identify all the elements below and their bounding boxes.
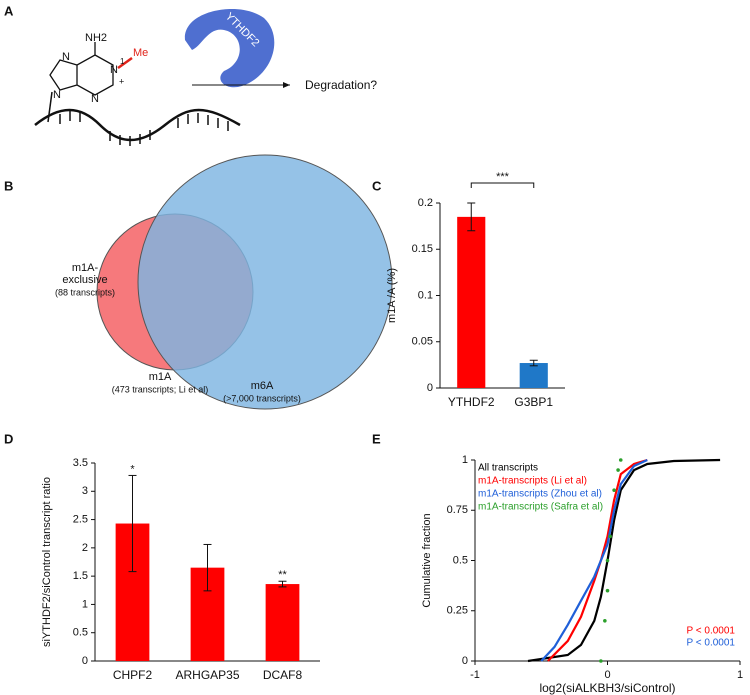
point <box>605 588 610 593</box>
x-tick-label: YTHDF2 <box>448 395 495 409</box>
atom: N <box>91 93 99 105</box>
atom: 1 <box>120 57 125 66</box>
atom: NH2 <box>85 32 107 44</box>
point <box>616 468 620 472</box>
bond <box>47 91 53 123</box>
venn-label: m1A <box>149 371 172 383</box>
atom: N <box>110 64 118 76</box>
bar <box>457 216 486 388</box>
y-tick-label: 0.15 <box>412 243 433 255</box>
arrow-head <box>283 82 290 88</box>
y-axis-label: m1A /A (%) <box>386 268 398 323</box>
atom: N <box>53 89 61 101</box>
bar <box>265 584 300 661</box>
point <box>603 619 607 623</box>
cdf-line <box>547 458 648 662</box>
point <box>605 558 610 563</box>
venn-label: (88 transcripts) <box>55 287 115 297</box>
legend-entry: m1A-transcripts (Safra et al) <box>478 502 603 513</box>
point <box>618 458 623 462</box>
legend-entry: m1A-transcripts (Zhou et al) <box>478 489 602 500</box>
methyl: Me <box>133 47 148 59</box>
y-tick-label: 1 <box>82 598 88 610</box>
x-tick-label: CHPF2 <box>113 668 153 682</box>
panel-a: NH2 N N N 1 + N Me YTHDF2 Degradation? <box>34 9 377 146</box>
annotation: P < 0.0001 <box>687 626 736 637</box>
cdf-line <box>540 458 648 662</box>
adenine <box>49 42 114 96</box>
methyl-bond <box>117 56 133 70</box>
panel-label: D <box>4 431 13 446</box>
x-tick-label: 1 <box>737 669 743 681</box>
outcome: Degradation? <box>305 78 377 92</box>
y-tick-label: 1.5 <box>73 570 88 582</box>
x-tick-label: -1 <box>470 669 480 681</box>
annotation: P < 0.0001 <box>687 638 736 649</box>
bases <box>59 111 229 146</box>
y-tick-label: 0 <box>462 655 468 667</box>
y-tick-label: 2 <box>82 542 88 554</box>
y-axis-label: siYTHDF2/siControl transcript ratio <box>41 477 53 647</box>
venn-label: (473 transcripts; Li et al) <box>112 384 209 394</box>
significance: * <box>130 463 135 475</box>
panel-label: E <box>372 431 381 446</box>
cdf-line <box>527 458 721 663</box>
panel-b: m1A- exclusive (88 transcripts) m1A (473… <box>55 154 393 410</box>
y-tick-label: 0.5 <box>73 627 88 639</box>
x-tick-label: DCAF8 <box>263 668 303 682</box>
venn-label: m1A- <box>72 262 99 274</box>
y-tick-label: 0.2 <box>418 197 433 209</box>
x-tick-label: ARHGAP35 <box>175 668 239 682</box>
x-axis-label: log2(siALKBH3/siControl) <box>539 681 675 695</box>
point <box>612 488 616 492</box>
y-tick-label: 0 <box>427 382 433 394</box>
venn-m6a <box>137 154 393 410</box>
venn-label: m6A <box>251 380 274 392</box>
y-tick-label: 2.5 <box>73 513 88 525</box>
y-tick-label: 0.25 <box>447 605 468 617</box>
x-tick-label: G3BP1 <box>514 395 553 409</box>
venn-label: exclusive <box>62 274 107 286</box>
y-axis-label: Cumulative fraction <box>421 513 433 607</box>
atom: N <box>62 51 70 63</box>
panel-label: A <box>4 3 14 18</box>
y-tick-label: 0.5 <box>453 554 468 566</box>
significance: *** <box>496 171 510 183</box>
y-tick-label: 0 <box>82 655 88 667</box>
significance: ** <box>278 569 287 581</box>
significance-bracket <box>470 182 535 188</box>
point <box>599 659 603 663</box>
y-tick-label: 0.05 <box>412 336 433 348</box>
y-tick-label: 3 <box>82 485 88 497</box>
y-tick-label: 0.75 <box>447 504 468 516</box>
panel-label: B <box>4 178 13 193</box>
x-tick-label: 0 <box>604 669 610 681</box>
panel-label: C <box>372 178 382 193</box>
y-tick-label: 0.1 <box>418 289 433 301</box>
legend-entry: m1A-transcripts (Li et al) <box>478 476 587 487</box>
point <box>608 534 612 539</box>
legend-entry: All transcripts <box>478 463 538 474</box>
venn-label: (>7,000 transcripts) <box>223 393 301 403</box>
rna <box>34 108 241 142</box>
bar <box>519 363 548 388</box>
y-tick-label: 3.5 <box>73 457 88 469</box>
y-tick-label: 1 <box>462 454 468 466</box>
atom: + <box>119 76 124 86</box>
protein <box>184 9 275 88</box>
